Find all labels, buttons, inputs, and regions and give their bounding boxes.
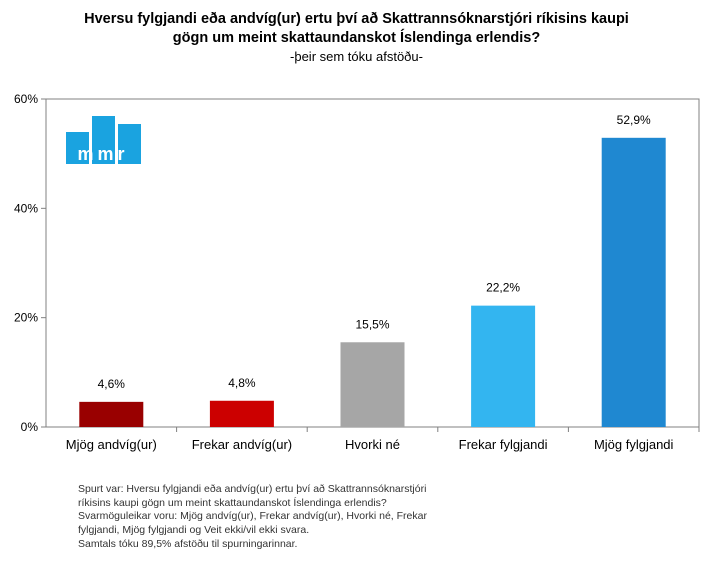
- bar: [209, 400, 274, 427]
- y-tick-label: 0%: [21, 420, 39, 434]
- bar-value-label: 4,8%: [228, 376, 256, 390]
- footnote-line: Samtals tóku 89,5% afstöðu til spurninga…: [78, 537, 298, 550]
- bars: 4,6% 4,8% 15,5% 22,2% 52,9%: [79, 113, 666, 427]
- x-axis-labels: Mjög andvíg(ur) Frekar andvíg(ur) Hvorki n…: [66, 427, 700, 452]
- mmr-logo: mmr: [66, 116, 141, 164]
- bar: [471, 305, 536, 427]
- y-tick-label: 20%: [14, 311, 38, 325]
- y-tick-label: 60%: [14, 92, 38, 106]
- bar: [601, 137, 666, 427]
- footnote-line: ríkisins kaupi gögn um meint skattaundan…: [78, 496, 387, 509]
- bar-value-label: 4,6%: [98, 377, 126, 391]
- x-category-label: Frekar andvíg(ur): [192, 437, 292, 452]
- footnote-line: fylgjandi, Mjög fylgjandi og Veit ekki/v…: [78, 524, 310, 537]
- footnote-line: Svarmöguleikar voru: Mjög andvíg(ur), Fr…: [78, 510, 427, 523]
- chart-title-line-2: gögn um meint skattaundanskot Íslendinga…: [172, 30, 541, 46]
- bar-value-label: 52,9%: [617, 113, 651, 127]
- chart-subtitle: -þeir sem tóku afstöðu-: [290, 49, 423, 64]
- x-category-label: Hvorki né: [345, 437, 400, 452]
- bar: [79, 401, 144, 427]
- chart-title-line-1: Hversu fylgjandi eða andvíg(ur) ertu því…: [84, 11, 629, 27]
- bar-value-label: 15,5%: [355, 317, 389, 331]
- footnote-line: Spurt var: Hversu fylgjandi eða andvíg(u…: [78, 483, 427, 495]
- x-category-label: Frekar fylgjandi: [459, 437, 548, 452]
- x-category-label: Mjög andvíg(ur): [66, 437, 157, 452]
- x-category-label: Mjög fylgjandi: [594, 437, 674, 452]
- mmr-logo-text: mmr: [77, 144, 128, 164]
- y-tick-label: 40%: [14, 201, 38, 215]
- bar: [340, 342, 405, 427]
- footnote: Spurt var: Hversu fylgjandi eða andvíg(u…: [78, 483, 518, 552]
- chart-title: Hversu fylgjandi eða andvíg(ur) ertu því…: [0, 10, 713, 48]
- bar-value-label: 22,2%: [486, 281, 520, 295]
- y-axis: 0% 20% 40% 60%: [14, 92, 46, 434]
